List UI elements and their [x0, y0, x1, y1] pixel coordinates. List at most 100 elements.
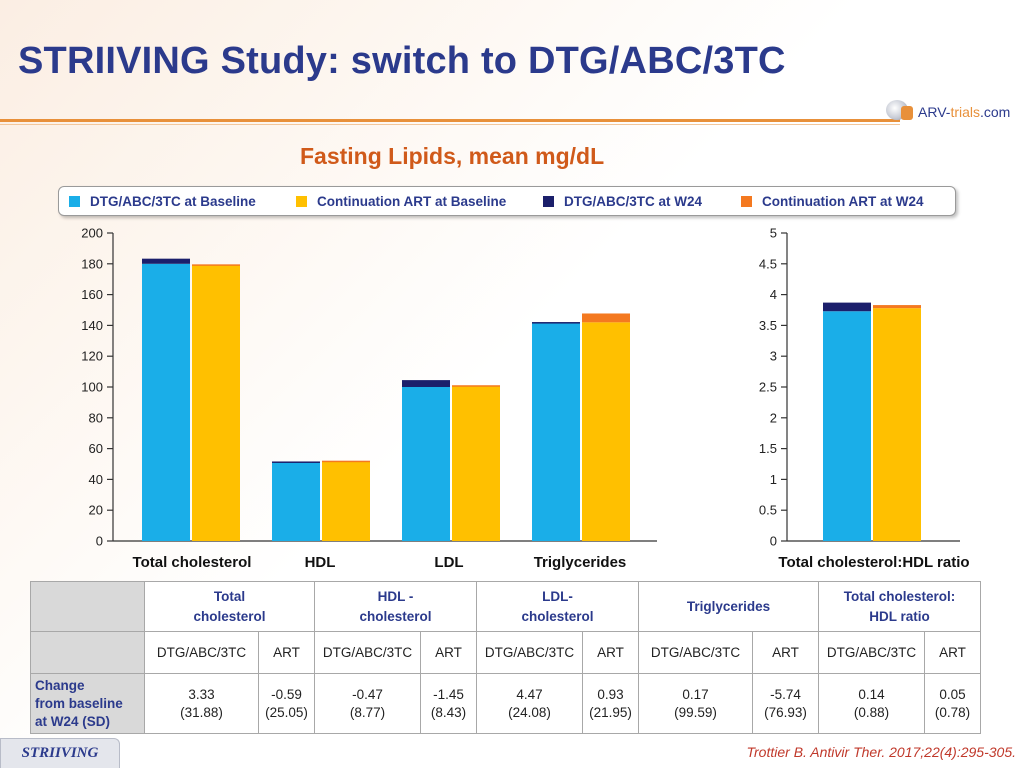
y-tick-label: 4: [770, 287, 777, 302]
y-tick-label: 0: [770, 534, 777, 549]
table-cell-sd: (21.95): [589, 704, 632, 720]
table-group-header: Triglycerides: [638, 581, 819, 632]
x-category-label: Total cholesterol:HDL ratio: [778, 554, 969, 571]
table-row-label-line: at W24 (SD): [35, 713, 111, 729]
table-cell-sd: (24.08): [508, 704, 551, 720]
table-cell-mean: 4.47: [516, 686, 543, 702]
bar-art-w24: [322, 460, 370, 463]
table-group-header: HDL - cholesterol: [314, 581, 477, 632]
table-subheader: ART: [420, 631, 477, 674]
table-group-header: LDL-cholesterol: [476, 581, 639, 632]
y-tick-label: 3.5: [759, 318, 777, 333]
y-tick-label: 40: [89, 472, 103, 487]
table-row-label-line: from baseline: [35, 695, 123, 711]
x-category-label: Total cholesterol: [133, 554, 252, 571]
logo-text-brand: trials: [950, 104, 980, 120]
x-category-label: HDL: [305, 554, 336, 571]
table-subheader: DTG/ABC/3TC: [144, 631, 259, 674]
table-group-header-line: Total: [213, 588, 246, 604]
bar-art-w24: [582, 313, 630, 323]
table-group-header-line: HDL ratio: [869, 608, 930, 624]
table-cell-mean: 0.93: [597, 686, 624, 702]
table-cell-sd: (8.43): [430, 704, 467, 720]
change-table: Total cholesterol HDL - cholesterol LDL-chol…: [30, 581, 981, 734]
bar-art-baseline: [452, 386, 500, 541]
table-group-header-line: Total cholesterol:: [843, 588, 956, 604]
citation: Trottier B. Antivir Ther. 2017;22(4):295…: [746, 744, 1017, 760]
table-group-header-line: cholesterol: [359, 608, 432, 624]
y-tick-label: 140: [81, 318, 103, 333]
table-subheader-row: DTG/ABC/3TC ART DTG/ABC/3TC ART DTG/ABC/3TC A…: [30, 631, 981, 674]
footer-study-tab[interactable]: STRIIVING: [0, 738, 120, 768]
legend-item-dtg-baseline: DTG/ABC/3TC at Baseline: [69, 187, 256, 215]
bar-dtg-w24: [142, 258, 190, 264]
y-tick-label: 3: [770, 349, 777, 364]
table-cell-mean: -5.74: [770, 686, 801, 702]
y-tick-label: 120: [81, 349, 103, 364]
table-cell-sd: (31.88): [180, 704, 223, 720]
table-subheader: ART: [582, 631, 639, 674]
legend-swatch-dtg-w24: [543, 195, 554, 207]
table-cell: 0.14 (0.88): [818, 673, 925, 734]
table-row-label: Change from baseline at W24 (SD): [30, 673, 145, 734]
bar-art-w24: [192, 264, 240, 266]
table-subheader: DTG/ABC/3TC: [818, 631, 925, 674]
table-cell-sd: (0.78): [934, 704, 971, 720]
table-cell-mean: 0.17: [682, 686, 709, 702]
table-group-header: Total cholesterol: [144, 581, 315, 632]
x-category-label: LDL: [434, 554, 463, 571]
y-tick-label: 60: [89, 441, 103, 456]
title-divider: [0, 119, 900, 122]
table-cell: 0.17 (99.59): [638, 673, 753, 734]
bar-art-w24: [873, 305, 921, 309]
logo-pill-icon: [901, 106, 913, 120]
bar-art-w24: [452, 385, 500, 387]
table-cell-mean: 0.05: [939, 686, 966, 702]
table-cell-sd: (8.77): [349, 704, 386, 720]
table-subheader: DTG/ABC/3TC: [314, 631, 421, 674]
table-group-header-line: HDL -: [377, 588, 414, 604]
table-subheader: ART: [924, 631, 981, 674]
y-tick-label: 4.5: [759, 256, 777, 271]
table-cell: 0.93 (21.95): [582, 673, 639, 734]
chart-legend: DTG/ABC/3TC at Baseline Continuation ART…: [58, 186, 956, 216]
y-tick-label: 2: [770, 410, 777, 425]
table-cell-sd: (99.59): [674, 704, 717, 720]
legend-swatch-art-w24: [741, 195, 752, 207]
table-cell: 3.33 (31.88): [144, 673, 259, 734]
logo-text-suffix: .com: [980, 104, 1011, 120]
slide-title: STRIIVING Study: switch to DTG/ABC/3TC: [18, 40, 786, 82]
legend-item-art-w24: Continuation ART at W24: [741, 187, 924, 215]
y-tick-label: 160: [81, 287, 103, 302]
y-tick-label: 0: [96, 534, 103, 549]
bar-dtg-baseline: [532, 322, 580, 541]
table-cell: -1.45 (8.43): [420, 673, 477, 734]
table-cell-mean: -0.59: [271, 686, 302, 702]
y-tick-label: 20: [89, 503, 103, 518]
table-header-row: Total cholesterol HDL - cholesterol LDL-chol…: [30, 581, 981, 632]
x-category-label: Triglycerides: [534, 554, 627, 571]
table-cell-sd: (76.93): [764, 704, 807, 720]
table-row: Change from baseline at W24 (SD) 3.33 (31.88…: [30, 673, 981, 734]
y-tick-label: 1.5: [759, 441, 777, 456]
table-cell: 4.47 (24.08): [476, 673, 583, 734]
legend-label-art-w24: Continuation ART at W24: [762, 193, 924, 209]
table-cell-sd: (25.05): [265, 704, 308, 720]
table-cell: -0.59 (25.05): [258, 673, 315, 734]
title-divider-thin: [0, 124, 900, 125]
legend-swatch-art-baseline: [296, 195, 307, 207]
table-subheader: ART: [752, 631, 819, 674]
logo-text: ARV-trials.com: [918, 104, 1010, 120]
arv-trials-logo: ARV-trials.com: [886, 98, 1016, 128]
table-cell-mean: -0.47: [352, 686, 383, 702]
table-group-header: Total cholesterol: HDL ratio: [818, 581, 981, 632]
table-row-label-line: Change: [35, 677, 85, 693]
table-cell: -0.47 (8.77): [314, 673, 421, 734]
table-cell-mean: -1.45: [433, 686, 464, 702]
y-tick-label: 0.5: [759, 503, 777, 518]
legend-label-dtg-w24: DTG/ABC/3TC at W24: [564, 193, 703, 209]
bar-dtg-baseline: [402, 387, 450, 541]
bar-dtg-baseline: [272, 462, 320, 541]
bar-dtg-w24: [272, 461, 320, 463]
